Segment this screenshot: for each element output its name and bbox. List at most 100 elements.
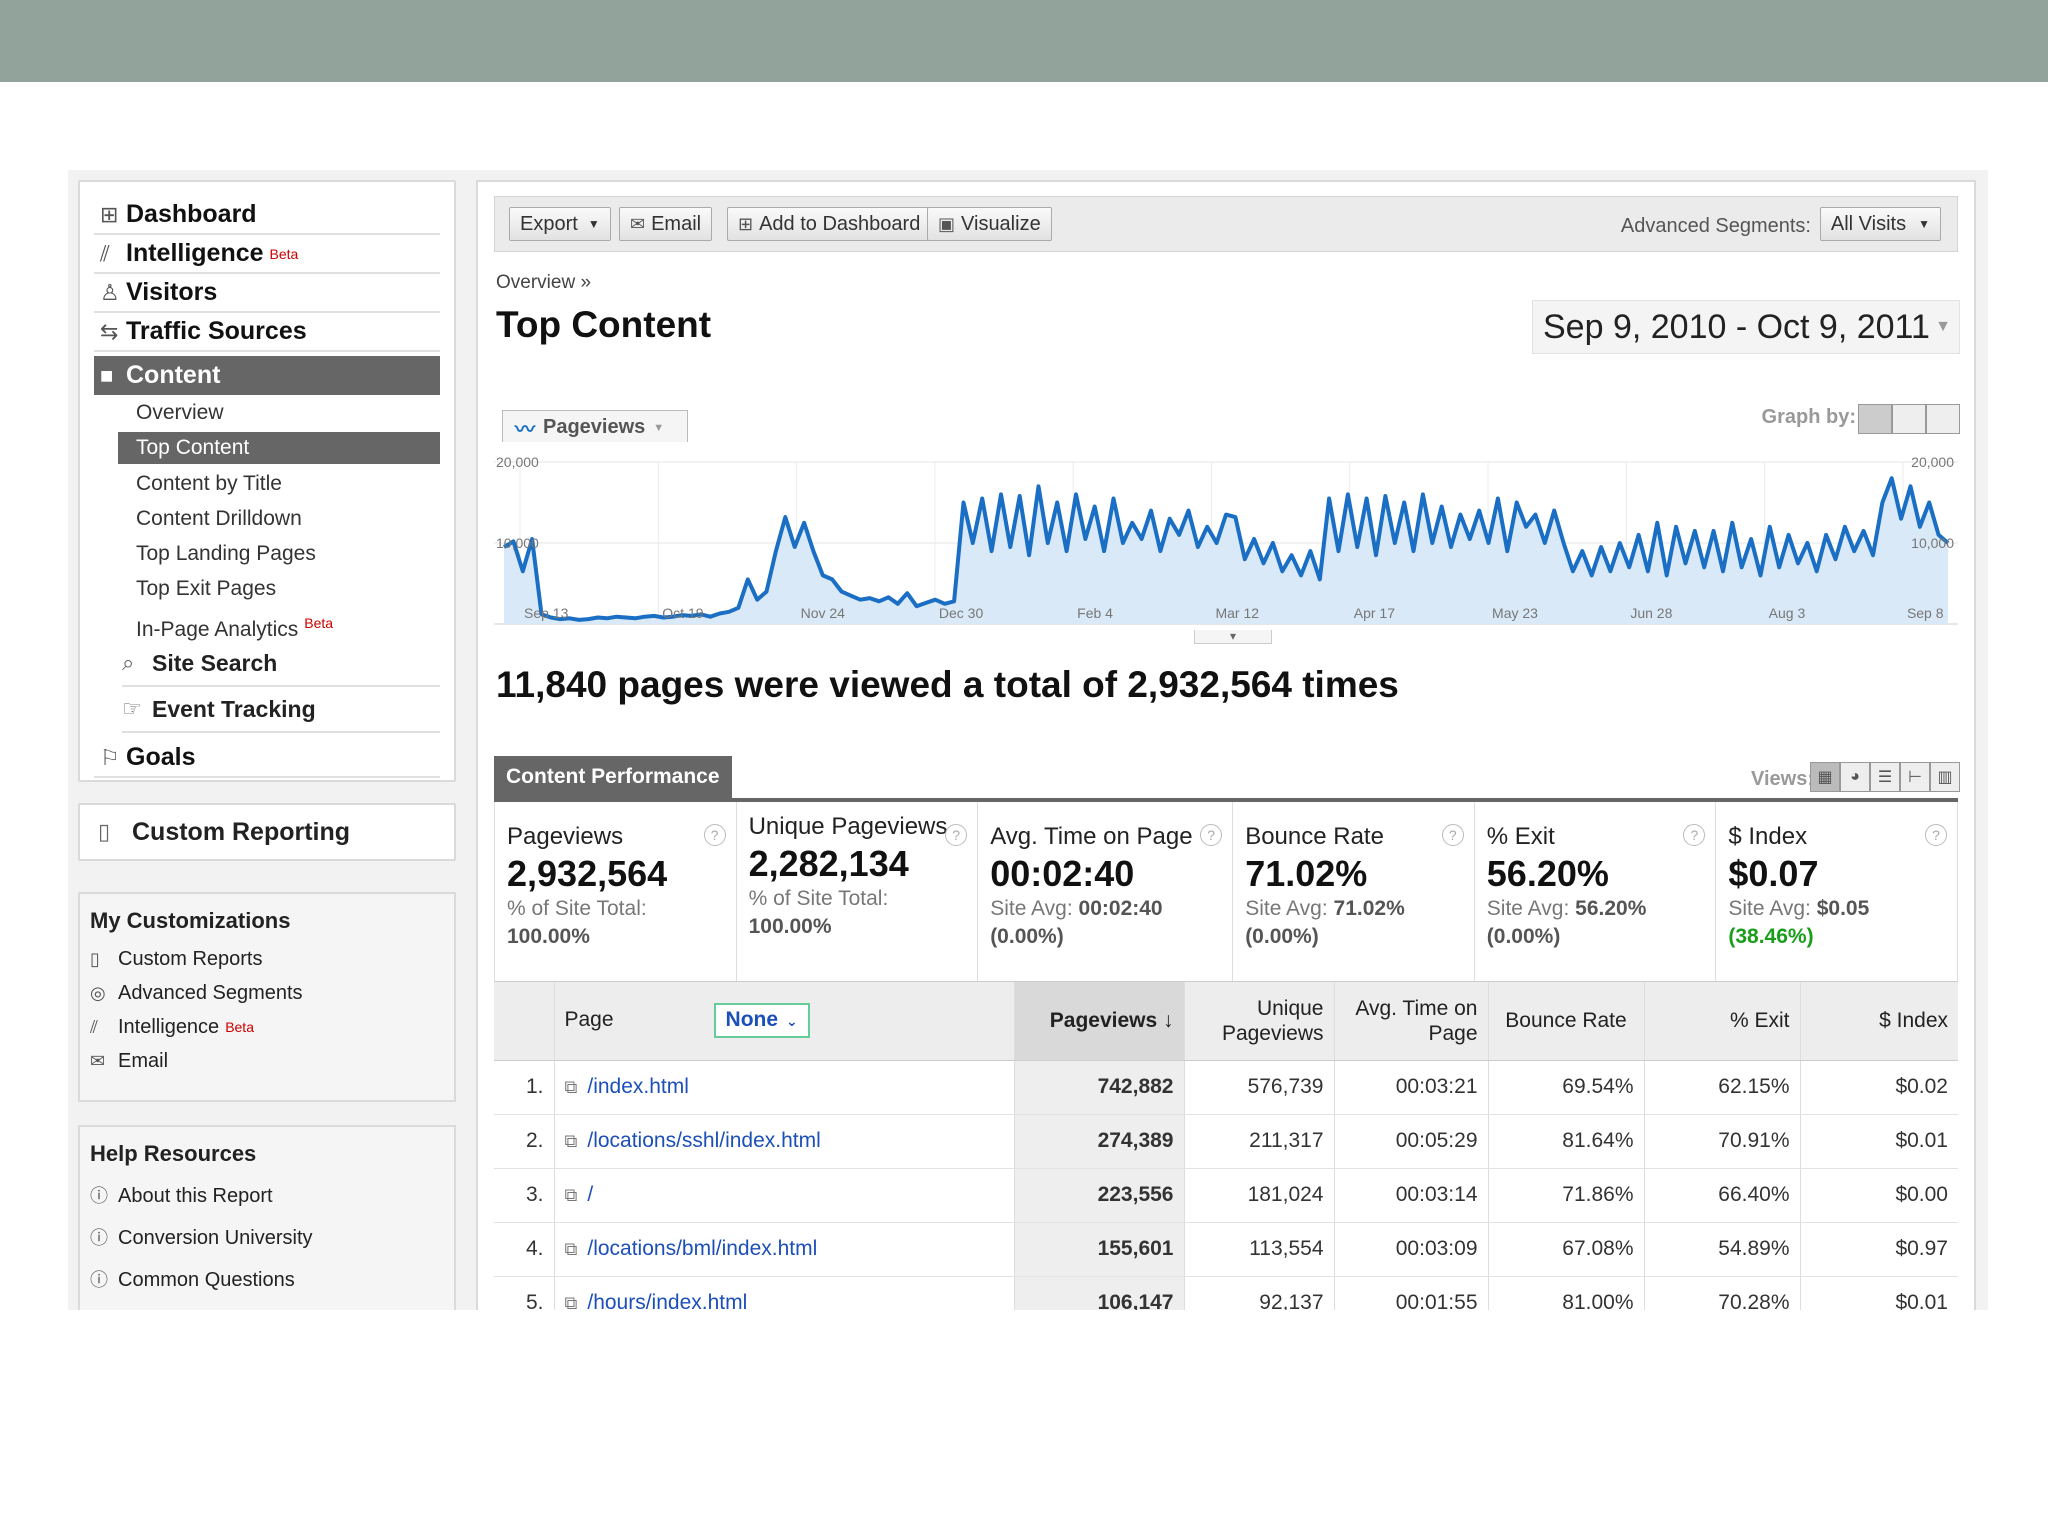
foot-percent: (38.46%) xyxy=(1728,925,1814,948)
bounce-rate-header[interactable]: Bounce Rate xyxy=(1488,982,1645,1061)
about-report-link[interactable]: ⓘ About this Report xyxy=(90,1175,444,1217)
external-link-icon[interactable]: ⧉ xyxy=(564,1293,578,1310)
page-link[interactable]: /locations/bml/index.html xyxy=(587,1237,818,1260)
pageviews-header[interactable]: Pageviews ↓ xyxy=(1014,982,1185,1061)
advanced-segments-link[interactable]: ◎ Advanced Segments xyxy=(90,976,444,1010)
external-link-icon[interactable]: ⧉ xyxy=(564,1131,578,1151)
foot-avg: 56.20% xyxy=(1575,897,1647,920)
page-link[interactable]: /index.html xyxy=(587,1075,689,1098)
help-icon[interactable]: ? xyxy=(1924,824,1947,846)
index-value-header[interactable]: $ Index xyxy=(1800,982,1958,1061)
exit-header[interactable]: % Exit xyxy=(1644,982,1801,1061)
nav-label: Event Tracking xyxy=(152,695,316,722)
external-link-icon[interactable]: ⧉ xyxy=(564,1077,578,1097)
metric-name: Unique Pageviews xyxy=(748,813,948,840)
pie-view-icon[interactable]: ◕ xyxy=(1840,762,1870,792)
graph-by-day-button[interactable] xyxy=(1858,404,1892,434)
foot-percent: (0.00%) xyxy=(1486,925,1561,948)
help-icon[interactable]: ? xyxy=(703,824,726,846)
envelope-icon: ✉ xyxy=(630,213,646,234)
help-icon[interactable]: ? xyxy=(1441,824,1464,846)
sub-content-drilldown[interactable]: Content Drilldown xyxy=(136,507,302,530)
visualize-button[interactable]: ▣ Visualize xyxy=(927,207,1052,241)
metric-foot-value: (0.00%) xyxy=(1245,923,1462,951)
help-icon[interactable]: ? xyxy=(1200,824,1223,846)
foot-avg: $0.05 xyxy=(1816,897,1870,920)
nav-visitors[interactable]: ♙ Visitors xyxy=(94,274,440,313)
main-content: Export ▼ ✉ Email ⊞ Add to Dashboard ▣ Visual… xyxy=(476,180,1976,1310)
help-icon: ⓘ xyxy=(90,1228,108,1248)
add-to-dashboard-button[interactable]: ⊞ Add to Dashboard xyxy=(727,207,932,241)
foot-label: Site Avg: xyxy=(990,897,1073,920)
breadcrumb[interactable]: Overview » xyxy=(496,272,592,293)
unique-pageviews-cell: 211,317 xyxy=(1184,1114,1335,1169)
date-range-picker[interactable]: Sep 9, 2010 - Oct 9, 2011 ▼ xyxy=(1532,300,1960,354)
page-header[interactable]: Page None ⌄ xyxy=(554,982,1015,1061)
metric-value: 2,932,564 xyxy=(507,853,668,894)
sub-label: In-Page Analytics xyxy=(136,618,299,641)
exit-cell: 70.91% xyxy=(1644,1114,1801,1169)
grid-icon: ⊞ xyxy=(738,213,754,234)
metric-foot-value: (0.00%) xyxy=(1487,923,1704,951)
nav-goals[interactable]: ⚐ Goals xyxy=(94,739,440,778)
page-link[interactable]: / xyxy=(587,1183,594,1206)
custom-reporting-link[interactable]: ▯ Custom Reporting xyxy=(78,803,456,861)
x-tick-label: Feb 4 xyxy=(1077,605,1113,621)
graph-metric-selector[interactable]: 〰 Pageviews ▼ xyxy=(502,410,688,444)
custom-reporting-label: Custom Reporting xyxy=(132,817,351,846)
metric-foot-value: 100.00% xyxy=(749,913,966,941)
nav-event-tracking[interactable]: ☞ Event Tracking xyxy=(122,687,440,733)
page-cell: ⧉ /index.html xyxy=(554,1060,1015,1115)
y-tick-label-right: 10,000 xyxy=(1911,535,1954,551)
secondary-dimension-select[interactable]: None ⌄ xyxy=(713,1003,810,1039)
graph-by-week-button[interactable] xyxy=(1892,404,1926,434)
custom-reports-link[interactable]: ▯ Custom Reports xyxy=(90,942,444,976)
email-link[interactable]: ✉ Email xyxy=(90,1044,444,1078)
sub-content-by-title[interactable]: Content by Title xyxy=(136,472,282,495)
page-cell: ⧉ /hours/index.html xyxy=(554,1276,1015,1310)
graph-by-month-button[interactable] xyxy=(1926,404,1960,434)
external-link-icon[interactable]: ⧉ xyxy=(564,1239,578,1259)
conversion-university-link[interactable]: ⓘ Conversion University xyxy=(90,1217,444,1259)
sub-in-page-analytics[interactable]: In-Page Analytics Beta xyxy=(94,606,440,641)
nav-dashboard[interactable]: ⊞ Dashboard xyxy=(94,196,440,235)
nav-intelligence[interactable]: ⫽ Intelligence Beta xyxy=(94,235,440,274)
sub-top-exit-pages[interactable]: Top Exit Pages xyxy=(136,577,277,600)
metric-foot: Site Avg: $0.05 xyxy=(1728,895,1945,923)
nav-traffic-sources[interactable]: ⇆ Traffic Sources xyxy=(94,313,440,352)
pageviews-line xyxy=(502,476,1950,622)
segments-dropdown[interactable]: All Visits ▼ xyxy=(1819,207,1941,241)
external-link-icon[interactable]: ⧉ xyxy=(564,1185,578,1205)
link-label: About this Report xyxy=(118,1185,273,1207)
pivot-view-icon[interactable]: ▥ xyxy=(1930,762,1960,792)
avg-time-header[interactable]: Avg. Time on Page xyxy=(1334,982,1489,1061)
metric-foot-value: (38.46%) xyxy=(1728,923,1945,951)
sub-top-landing-pages[interactable]: Top Landing Pages xyxy=(136,542,316,565)
slide-header-bar xyxy=(0,0,2048,82)
intelligence-link[interactable]: ⫽ Intelligence Beta xyxy=(90,1010,444,1044)
help-icon[interactable]: ? xyxy=(945,824,968,846)
comparison-view-icon[interactable]: ⊢ xyxy=(1900,762,1930,792)
nav-site-search[interactable]: ⌕ Site Search xyxy=(122,641,440,687)
content-performance-tab[interactable]: Content Performance xyxy=(494,756,732,798)
unique-pageviews-header[interactable]: Unique Pageviews xyxy=(1184,982,1335,1061)
export-button[interactable]: Export ▼ xyxy=(509,207,611,241)
avg-time-cell: 00:01:55 xyxy=(1334,1276,1489,1310)
page-link[interactable]: /hours/index.html xyxy=(587,1291,748,1310)
bounce-rate-cell: 81.64% xyxy=(1488,1114,1645,1169)
sub-top-content[interactable]: Top Content xyxy=(118,432,440,464)
unique-pageviews-cell: 576,739 xyxy=(1184,1060,1335,1115)
index-cell: $0.01 xyxy=(1800,1114,1958,1169)
link-label: Advanced Segments xyxy=(118,982,303,1004)
help-icon[interactable]: ? xyxy=(1683,824,1706,846)
common-questions-link[interactable]: ⓘ Common Questions xyxy=(90,1259,444,1301)
page-link[interactable]: /locations/sshl/index.html xyxy=(587,1129,821,1152)
nav-content[interactable]: ■ Content xyxy=(94,356,440,395)
table-view-icon[interactable]: ▦ xyxy=(1810,762,1840,792)
chart-resize-handle[interactable]: ▾ xyxy=(1194,630,1272,644)
sub-overview[interactable]: Overview xyxy=(136,401,224,424)
row-number: 4. xyxy=(494,1222,555,1277)
email-button[interactable]: ✉ Email xyxy=(619,207,713,241)
row-number: 3. xyxy=(494,1168,555,1223)
performance-view-icon[interactable]: ☰ xyxy=(1870,762,1900,792)
